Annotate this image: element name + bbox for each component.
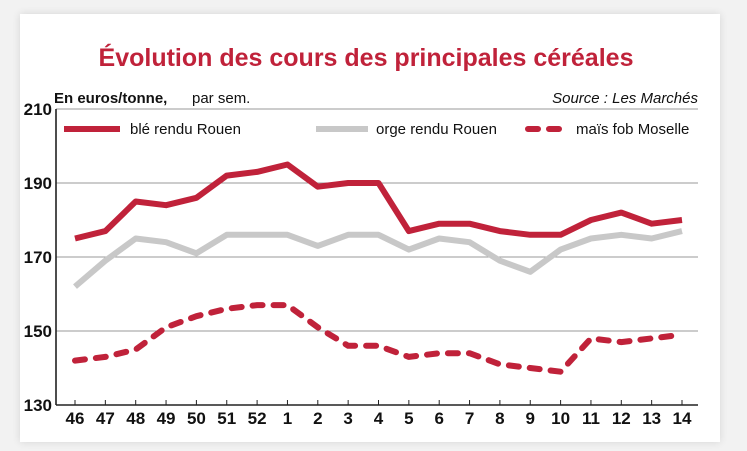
x-tick-label: 1 <box>283 409 292 428</box>
y-tick-label: 130 <box>24 396 52 415</box>
x-tick-label: 2 <box>313 409 322 428</box>
x-tick-label: 8 <box>495 409 504 428</box>
legend-label: blé rendu Rouen <box>130 121 241 138</box>
x-tick-label: 3 <box>343 409 352 428</box>
legend-label: orge rendu Rouen <box>376 121 497 138</box>
legend: blé rendu Rouen orge rendu Rouen maïs fob … <box>64 121 689 138</box>
x-tick-label: 6 <box>434 409 443 428</box>
x-tick-label: 50 <box>187 409 206 428</box>
series-line-1 <box>74 161 683 242</box>
unit-label: En euros/tonne, <box>54 90 167 107</box>
gridlines <box>55 108 698 406</box>
x-tick-label: 13 <box>642 409 661 428</box>
x-tick-label: 4 <box>374 409 384 428</box>
x-tick-label: 7 <box>465 409 474 428</box>
x-tick-label: 9 <box>526 409 535 428</box>
y-tick-label: 210 <box>24 100 52 119</box>
x-tick-label: 51 <box>217 409 236 428</box>
x-tick-label: 5 <box>404 409 413 428</box>
series-line-2 <box>73 228 683 289</box>
legend-label: maïs fob Moselle <box>576 121 689 138</box>
x-tick-label: 11 <box>582 409 600 428</box>
x-axis-ticks: 46 47 48 49 50 51 52 1 2 3 4 5 6 7 8 9 10 11 12 13 14 <box>66 400 692 428</box>
line-chart: Évolution des cours des principales céré… <box>24 43 699 428</box>
x-tick-label: 47 <box>96 409 115 428</box>
x-tick-label: 48 <box>126 409 145 428</box>
unit-suffix: par sem. <box>192 90 250 107</box>
x-tick-label: 10 <box>551 409 570 428</box>
y-tick-label: 170 <box>24 248 52 267</box>
y-tick-label: 150 <box>24 322 52 341</box>
x-tick-label: 14 <box>673 409 692 428</box>
x-tick-label: 49 <box>157 409 176 428</box>
chart-title: Évolution des cours des principales céré… <box>99 43 634 72</box>
x-tick-label: 12 <box>612 409 631 428</box>
series-line-3 <box>72 302 685 375</box>
y-tick-label: 190 <box>24 174 52 193</box>
series-lines <box>72 161 685 375</box>
x-tick-label: 46 <box>66 409 85 428</box>
chart-card: Évolution des cours des principales céré… <box>20 14 720 442</box>
y-axis-ticks: 130 150 170 190 210 <box>24 100 52 415</box>
source-label: Source : Les Marchés <box>552 90 698 107</box>
x-tick-label: 52 <box>248 409 267 428</box>
